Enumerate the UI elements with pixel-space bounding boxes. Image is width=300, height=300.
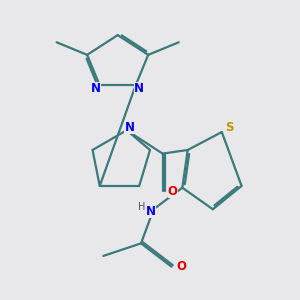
Text: N: N: [134, 82, 144, 95]
Text: N: N: [91, 82, 101, 95]
Text: O: O: [168, 185, 178, 198]
Text: O: O: [177, 260, 187, 273]
Text: S: S: [226, 121, 234, 134]
Text: H: H: [138, 202, 146, 212]
Text: N: N: [146, 205, 156, 218]
Text: N: N: [124, 121, 134, 134]
